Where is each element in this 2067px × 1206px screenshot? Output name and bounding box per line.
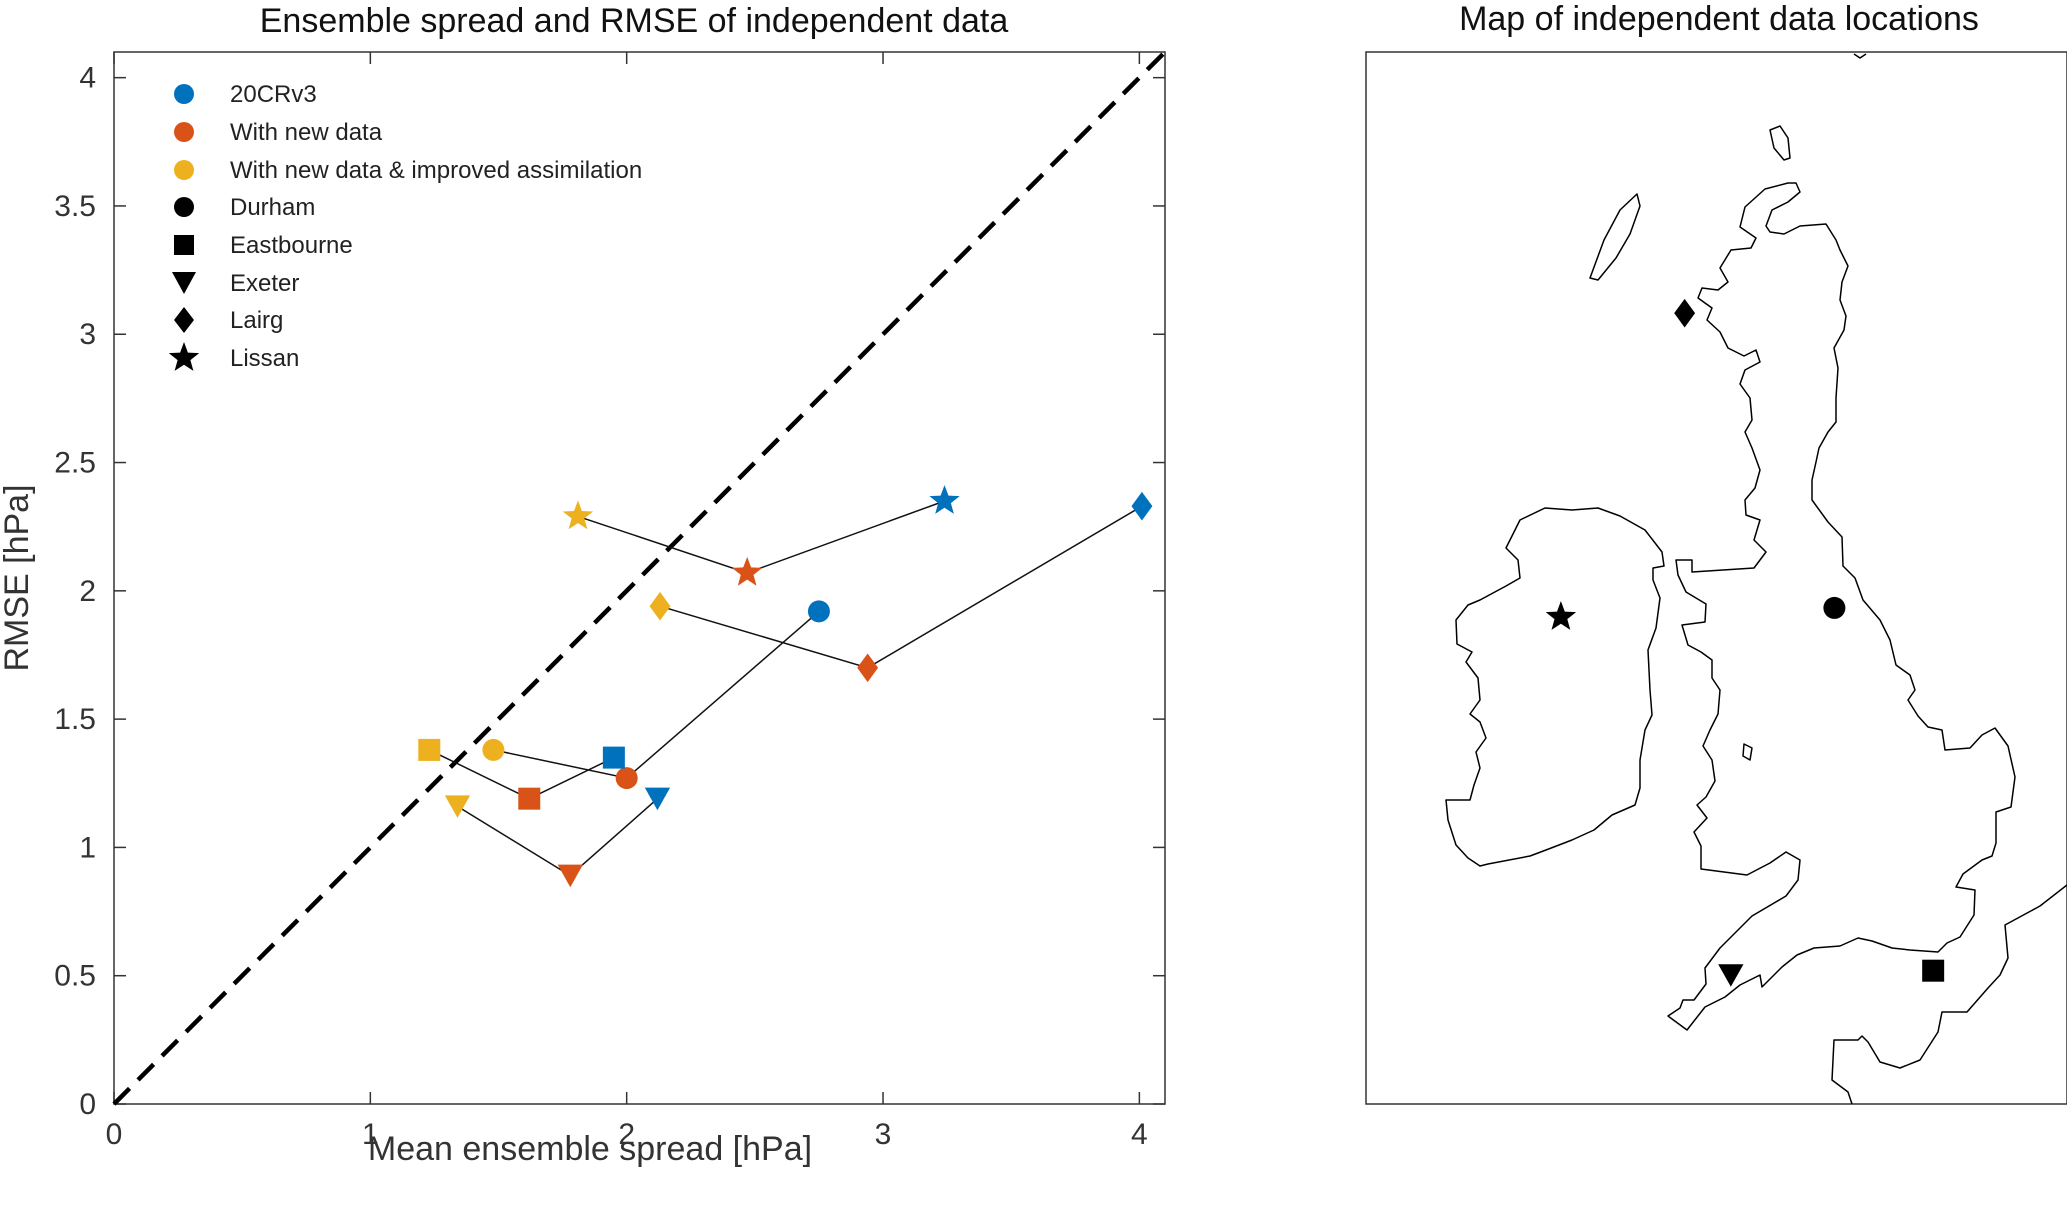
point-eastbourne-20crv3 — [602, 746, 625, 769]
legend-marker-circle — [174, 197, 194, 217]
legend-label-exeter: Exeter — [230, 270, 299, 297]
connector-lairg — [659, 505, 1143, 669]
orkney-coastline — [1769, 125, 1791, 161]
x-tick-label: 1 — [362, 1118, 379, 1151]
point-lissan-with-new-data — [732, 556, 763, 586]
legend-dot-new-data — [174, 122, 194, 142]
map-marker-lissan — [1545, 601, 1577, 630]
y-tick-label: 3 — [79, 318, 96, 351]
legend-label-20crv3: 20CRv3 — [230, 81, 317, 108]
identity-dashed-line — [112, 50, 1167, 1106]
france-coastline — [1831, 884, 2067, 1105]
map-panel: Map of independent data locations — [1365, 0, 2067, 1105]
point-exeter-20crv3 — [644, 787, 671, 811]
x-tick-label: 3 — [875, 1118, 892, 1151]
point-durham-20crv3 — [807, 600, 830, 623]
x-tick-label: 2 — [618, 1118, 635, 1151]
point-lissan-20crv3 — [929, 485, 960, 514]
x-tick-label: 0 — [106, 1118, 123, 1151]
legend-marker-diamond — [174, 307, 194, 333]
map-frame — [1365, 51, 2067, 1105]
connector-durham — [493, 610, 820, 779]
y-tick-label: 1.5 — [54, 703, 96, 736]
point-durham-with-new-data — [615, 767, 638, 790]
ireland-coastline — [1445, 507, 1665, 867]
legend-dot-improved — [174, 160, 194, 180]
map-title: Map of independent data locations — [1459, 0, 1979, 38]
point-lairg-with-new-data-improved-assimilation — [649, 591, 671, 621]
outer-hebrides-coastline — [1589, 193, 1641, 281]
shetland-coastline — [1853, 53, 1867, 59]
x-axis: 0 1 2 3 4 — [106, 52, 1148, 1151]
y-tick-label: 2 — [79, 575, 96, 608]
y-axis: 0 0.5 1 1.5 2 2.5 3 3.5 4 — [54, 62, 1165, 1121]
legend-label-durham: Durham — [230, 194, 315, 221]
isle-of-man-coastline — [1742, 743, 1753, 761]
legend-dot-20crv3 — [174, 84, 194, 104]
legend-label-lairg: Lairg — [230, 307, 283, 334]
y-tick-label: 0.5 — [54, 960, 96, 993]
y-tick-label: 2.5 — [54, 447, 96, 480]
connector-exeter — [457, 798, 658, 877]
data-markers — [418, 485, 1153, 888]
legend-label-new-data: With new data — [230, 119, 383, 146]
y-tick-label: 4 — [79, 62, 96, 95]
legend: 20CRv3 With new data With new data & imp… — [168, 81, 642, 372]
map-markers — [1545, 298, 1945, 987]
scatter-panel: Ensemble spread and RMSE of independent … — [0, 2, 1167, 1168]
y-tick-label: 0 — [79, 1088, 96, 1121]
connector-lissan — [577, 500, 945, 574]
point-exeter-with-new-data-improved-assimilation — [444, 795, 471, 818]
y-axis-label: RMSE [hPa] — [0, 484, 36, 671]
connector-lines — [428, 500, 1143, 877]
point-eastbourne-with-new-data — [518, 787, 541, 810]
great-britain-coastline — [1667, 182, 2016, 1031]
y-tick-label: 1 — [79, 831, 96, 864]
point-eastbourne-with-new-data-improved-assimilation — [418, 738, 441, 761]
y-tick-label: 3.5 — [54, 190, 96, 223]
legend-marker-star — [168, 342, 200, 371]
legend-marker-square — [174, 235, 194, 255]
x-axis-label: Mean ensemble spread [hPa] — [368, 1130, 812, 1168]
legend-label-eastbourne: Eastbourne — [230, 232, 353, 259]
point-exeter-with-new-data — [557, 864, 583, 888]
legend-label-improved: With new data & improved assimilation — [230, 157, 642, 184]
map-marker-eastbourne — [1922, 959, 1945, 982]
legend-marker-triangle — [172, 272, 196, 294]
map-marker-durham — [1823, 596, 1846, 619]
x-tick-label: 4 — [1131, 1118, 1148, 1151]
point-durham-with-new-data-improved-assimilation — [482, 738, 505, 761]
map-marker-lairg — [1674, 298, 1696, 328]
point-lissan-with-new-data-improved-assimilation — [562, 500, 594, 530]
map-marker-exeter — [1718, 964, 1744, 987]
scatter-axes-box — [113, 51, 1166, 1105]
scatter-title: Ensemble spread and RMSE of independent … — [260, 2, 1009, 40]
coastlines — [1445, 53, 2067, 1105]
point-lairg-with-new-data — [857, 653, 879, 683]
point-lairg-20crv3 — [1131, 491, 1153, 521]
legend-label-lissan: Lissan — [230, 345, 299, 372]
